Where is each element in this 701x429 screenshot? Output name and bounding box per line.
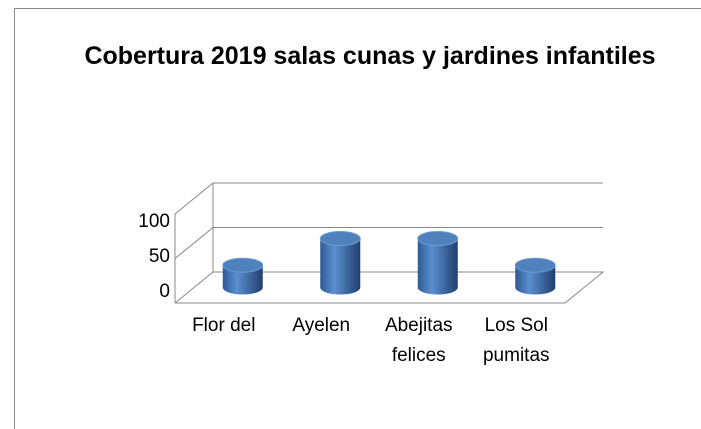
grid-line — [174, 182, 214, 215]
x-tick-label: Abejitas felices — [384, 315, 453, 366]
x-tick-label: Los Sol pumitas — [482, 315, 550, 366]
y-tick-label: 50 — [149, 246, 170, 267]
bar — [222, 265, 263, 295]
bar-top — [514, 257, 556, 273]
bar — [515, 265, 556, 295]
x-tick-label: Ayelen — [292, 315, 351, 336]
grid-line — [174, 227, 214, 259]
chart-title: Cobertura 2019 salas cunas y jardines in… — [84, 42, 656, 70]
bar — [320, 238, 361, 295]
y-tick-label: 100 — [138, 211, 170, 232]
bar-top — [319, 231, 361, 247]
bar-top — [417, 231, 459, 247]
bar — [417, 238, 458, 295]
y-tick-label: 0 — [159, 281, 170, 302]
bar-top — [222, 257, 264, 273]
x-tick-label: Flor del — [192, 315, 256, 336]
grid-line — [174, 271, 214, 304]
